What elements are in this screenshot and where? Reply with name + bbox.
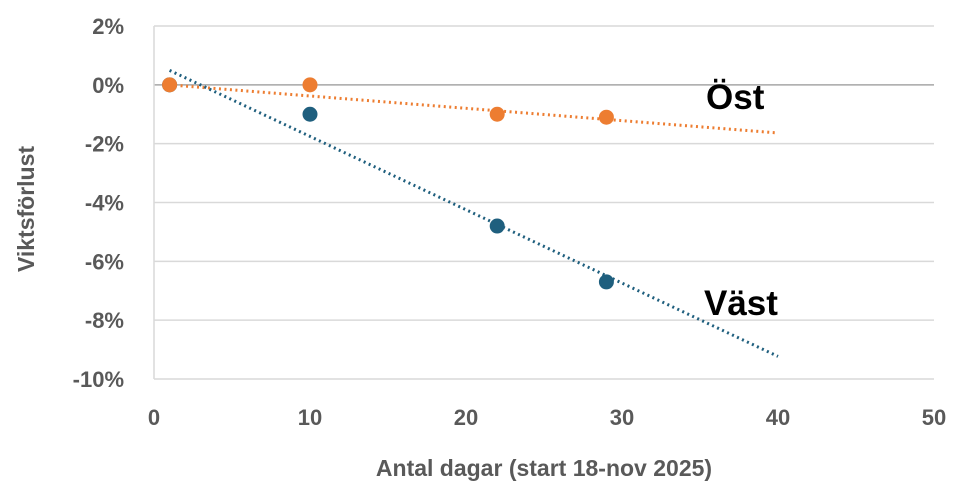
y-tick-label: -2%	[85, 132, 124, 157]
data-points	[162, 77, 614, 290]
trendline-ost	[169, 83, 779, 135]
data-point-ost	[489, 106, 505, 122]
y-tick-label: -6%	[85, 249, 124, 274]
x-tick-label: 20	[454, 405, 478, 430]
trendline-vast	[168, 69, 779, 358]
y-tick-label: -10%	[73, 367, 124, 392]
x-tick-label: 40	[766, 405, 790, 430]
y-tick-label: -8%	[85, 308, 124, 333]
data-point-vast	[302, 106, 318, 122]
x-axis-title: Antal dagar (start 18-nov 2025)	[376, 455, 712, 481]
data-point-ost	[598, 109, 614, 125]
x-tick-label: 10	[298, 405, 322, 430]
series-label-vast: Väst	[704, 284, 778, 323]
tick-labels: 2% 0% -2% -4% -6% -8% -10% 0 10 20 30 40 50	[73, 14, 947, 430]
gridlines	[153, 25, 934, 380]
data-point-vast	[598, 274, 614, 290]
data-point-ost	[162, 77, 178, 93]
y-axis-title: Viktsförlust	[13, 146, 39, 272]
trendlines	[168, 69, 779, 358]
data-point-vast	[489, 218, 505, 234]
data-point-ost	[302, 77, 318, 93]
x-tick-label: 0	[148, 405, 160, 430]
x-tick-label: 50	[922, 405, 946, 430]
series-label-ost: Öst	[706, 78, 765, 117]
x-tick-label: 30	[610, 405, 634, 430]
y-tick-label: -4%	[85, 191, 124, 216]
y-tick-label: 0%	[92, 73, 124, 98]
y-tick-label: 2%	[92, 14, 124, 39]
